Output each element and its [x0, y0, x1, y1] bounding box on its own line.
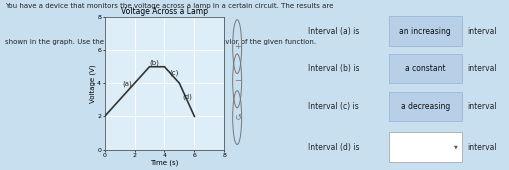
FancyBboxPatch shape — [388, 91, 461, 121]
Text: an increasing: an increasing — [399, 27, 450, 36]
Text: (b): (b) — [149, 59, 159, 66]
Text: −: − — [233, 76, 240, 85]
Text: a constant: a constant — [404, 64, 445, 73]
Text: interval: interval — [466, 142, 496, 151]
Text: interval: interval — [466, 64, 496, 73]
X-axis label: Time (s): Time (s) — [150, 159, 178, 166]
Text: ▼: ▼ — [454, 144, 457, 150]
Text: a decreasing: a decreasing — [400, 102, 449, 111]
FancyBboxPatch shape — [388, 54, 461, 83]
Text: interval: interval — [466, 102, 496, 111]
Text: (a): (a) — [122, 80, 132, 87]
Text: shown in the graph. Use the graph to classify intervals of behavior of the given: shown in the graph. Use the graph to cla… — [5, 39, 316, 45]
FancyBboxPatch shape — [388, 16, 461, 46]
Text: (d): (d) — [182, 93, 191, 100]
FancyBboxPatch shape — [388, 132, 461, 162]
Text: ↺: ↺ — [233, 113, 240, 122]
Text: You have a device that monitors the voltage across a lamp in a certain circuit. : You have a device that monitors the volt… — [5, 3, 333, 9]
Text: Interval (b) is: Interval (b) is — [307, 64, 359, 73]
Text: Interval (c) is: Interval (c) is — [307, 102, 358, 111]
Text: Interval (a) is: Interval (a) is — [307, 27, 359, 36]
Text: +: + — [233, 42, 240, 51]
Text: interval: interval — [466, 27, 496, 36]
Title: Voltage Across a Lamp: Voltage Across a Lamp — [121, 7, 208, 16]
Y-axis label: Voltage (V): Voltage (V) — [89, 64, 96, 103]
Text: (c): (c) — [169, 69, 179, 76]
Text: Interval (d) is: Interval (d) is — [307, 142, 359, 151]
